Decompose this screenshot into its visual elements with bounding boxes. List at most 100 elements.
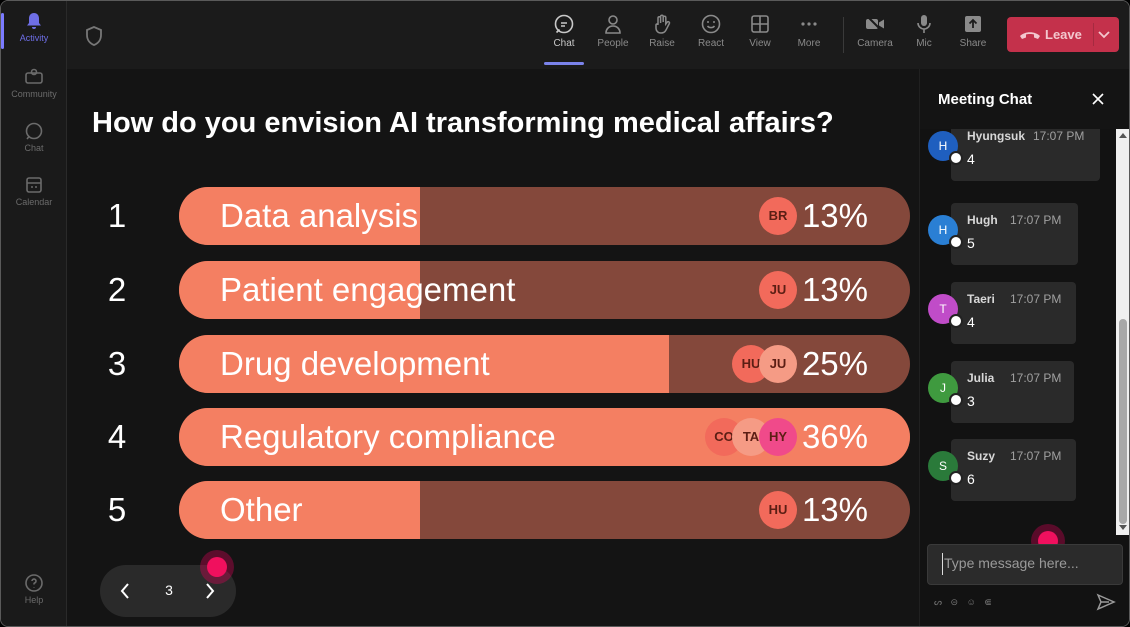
share-icon xyxy=(965,16,981,32)
scroll-down-arrow-icon[interactable] xyxy=(1119,525,1127,531)
scroll-up-arrow-icon[interactable] xyxy=(1119,132,1127,138)
message-time: 17:07 PM xyxy=(1010,449,1062,463)
mic-icon xyxy=(917,15,931,33)
chat-icon xyxy=(554,14,574,34)
grid-icon xyxy=(751,15,769,33)
voter-avatars: BR xyxy=(759,197,797,235)
toolbar-camera-button[interactable]: Camera xyxy=(853,13,897,49)
rail-item-activity[interactable]: Activity xyxy=(1,11,67,49)
close-icon[interactable] xyxy=(1090,91,1106,107)
send-icon[interactable] xyxy=(1096,593,1116,611)
message-text: 4 xyxy=(967,151,975,167)
message-author: Taeri xyxy=(967,292,995,306)
hand-icon xyxy=(655,14,671,34)
option-number: 1 xyxy=(107,197,127,234)
pointer-indicator xyxy=(200,550,234,584)
toolbar-chat-button[interactable]: Chat xyxy=(542,13,586,65)
option-label: Patient engagement xyxy=(220,271,516,308)
message-bubble: Hugh 17:07 PM 5 xyxy=(951,203,1078,265)
help-icon xyxy=(25,574,43,592)
chevron-right-icon[interactable] xyxy=(204,582,216,600)
leave-button[interactable]: Leave xyxy=(1007,17,1119,52)
option-bar-fill xyxy=(179,261,420,319)
rail-item-help[interactable]: Help xyxy=(1,573,67,605)
shield-icon xyxy=(86,26,102,46)
toolbar-share-button[interactable]: Share xyxy=(951,13,995,49)
option-percent: 13% xyxy=(801,197,868,234)
voter-avatars: HU xyxy=(759,491,797,529)
toolbar-view-button[interactable]: View xyxy=(738,13,782,49)
poll-stage: How do you envision AI transforming medi… xyxy=(67,69,919,626)
calendar-icon xyxy=(26,177,42,193)
chat-messages: Hyungsuk 17:07 PM 4 H Hugh 17:07 PM 5 H Taeri 17:… xyxy=(920,129,1116,535)
toolbar-react-label: React xyxy=(697,38,725,49)
toolbar-people-button[interactable]: People xyxy=(591,13,635,49)
community-icon xyxy=(25,68,43,84)
message-bubble: Taeri 17:07 PM 4 xyxy=(951,282,1076,344)
chat-format-tools[interactable]: ᔕ ⊝ ☺ ⋐ xyxy=(934,597,995,607)
leave-label: Leave xyxy=(1045,27,1082,42)
people-icon xyxy=(605,15,621,34)
message-time: 17:07 PM xyxy=(1010,213,1062,227)
chevron-down-icon[interactable] xyxy=(1098,31,1110,39)
camera-off-icon xyxy=(866,15,884,33)
meeting-toolbar: Chat People Raise React View More Camera xyxy=(67,1,1129,69)
avatar: HY xyxy=(759,418,797,456)
option-percent: 25% xyxy=(801,345,868,382)
toolbar-raise-button[interactable]: Raise xyxy=(640,13,684,49)
toolbar-more-button[interactable]: More xyxy=(787,13,831,49)
toolbar-mic-label: Mic xyxy=(916,38,932,49)
option-bar: Drug development HU JU 25% xyxy=(179,335,910,393)
poll-option-row: 3 Drug development HU JU 25% xyxy=(67,335,919,393)
voter-avatars: CO TA HY xyxy=(705,418,797,456)
option-number: 3 xyxy=(107,345,127,382)
avatar: BR xyxy=(759,197,797,235)
avatar: T xyxy=(928,294,963,328)
toolbar-mic-button[interactable]: Mic xyxy=(902,13,946,49)
option-label: Drug development xyxy=(220,345,490,382)
toolbar-camera-label: Camera xyxy=(857,38,893,49)
message-text: 4 xyxy=(967,314,975,330)
rail-item-community[interactable]: Community xyxy=(1,67,67,99)
toolbar-people-label: People xyxy=(597,38,629,49)
leave-divider xyxy=(1093,23,1094,46)
rail-item-chat[interactable]: Chat xyxy=(1,121,67,153)
meeting-chat-panel: Meeting Chat Hyungsuk 17:07 PM 4 H Hugh 17:07… xyxy=(919,69,1129,626)
chat-scrollbar[interactable] xyxy=(1116,129,1129,535)
option-bar: Other HU 13% xyxy=(179,481,910,539)
option-bar: Data analysis BR 13% xyxy=(179,187,910,245)
option-label: Data analysis xyxy=(220,197,419,234)
scrollbar-thumb[interactable] xyxy=(1119,319,1127,524)
rail-item-label: Community xyxy=(11,89,57,99)
option-bar-fill xyxy=(179,481,420,539)
message-text: 3 xyxy=(967,393,975,409)
toolbar-view-label: View xyxy=(749,38,771,49)
chat-message-input[interactable]: Type message here... xyxy=(927,544,1123,585)
rail-item-label: Chat xyxy=(24,143,44,153)
toolbar-raise-label: Raise xyxy=(649,38,675,49)
smiley-icon xyxy=(701,14,721,34)
message-author: Hugh xyxy=(967,213,998,227)
message-bubble: Hyungsuk 17:07 PM 4 xyxy=(951,129,1100,181)
toolbar-divider xyxy=(843,17,844,53)
option-percent: 13% xyxy=(801,271,868,308)
avatar: H xyxy=(928,131,963,165)
chevron-left-icon[interactable] xyxy=(119,582,131,600)
rail-item-label: Activity xyxy=(19,33,49,43)
rail-item-calendar[interactable]: Calendar xyxy=(1,175,67,207)
toolbar-more-label: More xyxy=(797,38,821,49)
option-percent: 36% xyxy=(801,418,868,455)
rail-item-label: Calendar xyxy=(15,197,53,207)
poll-option-row: 1 Data analysis BR 13% xyxy=(67,187,919,245)
message-time: 17:07 PM xyxy=(1033,129,1085,143)
message-author: Suzy xyxy=(967,449,996,463)
option-number: 5 xyxy=(107,491,127,528)
option-bar-fill xyxy=(179,335,669,393)
poll-option-row: 4 Regulatory compliance CO TA HY 36% xyxy=(67,408,919,466)
toolbar-react-button[interactable]: React xyxy=(689,13,733,49)
message-text: 6 xyxy=(967,471,975,487)
phone-hangup-icon xyxy=(1020,32,1040,39)
avatar: JU xyxy=(759,345,797,383)
option-bar-fill xyxy=(179,187,420,245)
